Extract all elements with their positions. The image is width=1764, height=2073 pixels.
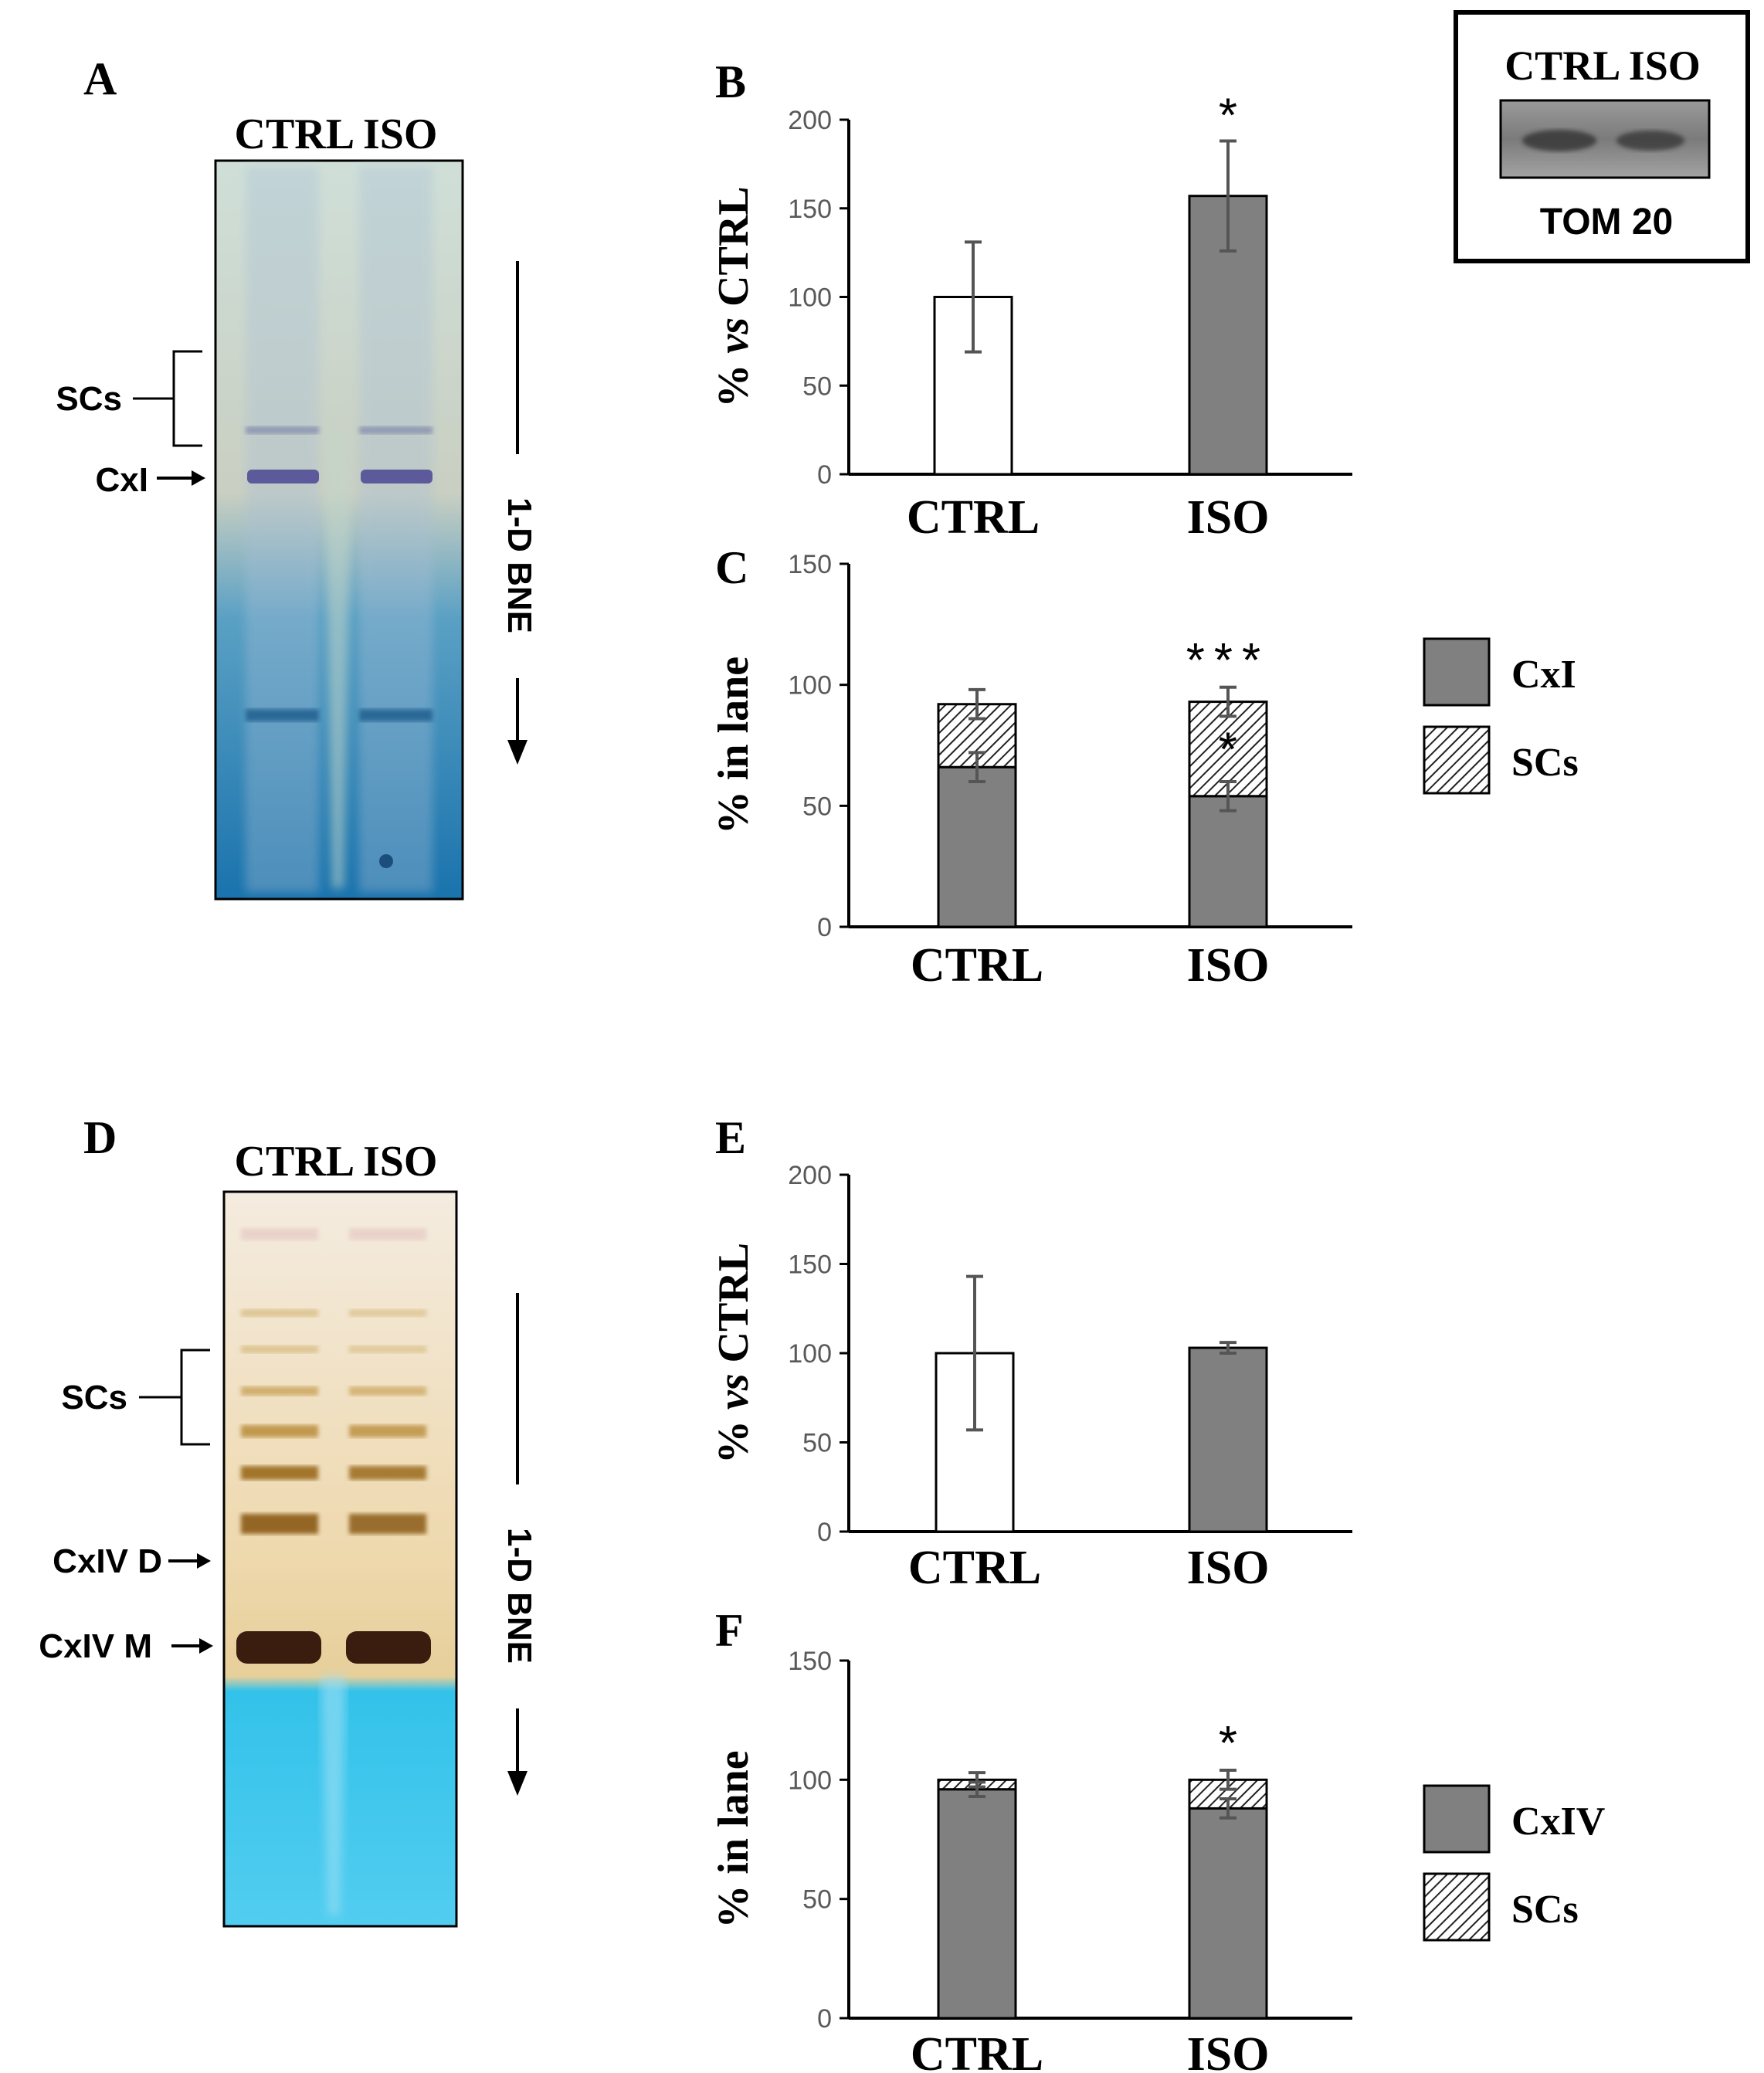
- chart-e-y-tick-label: 200: [788, 1161, 832, 1190]
- chart-f-y-tick-label: 0: [817, 2004, 832, 2034]
- chart-f-x-tick-label: CTRL: [911, 2028, 1043, 2073]
- chart-e-y-tick-label: 150: [788, 1250, 832, 1280]
- chart-c-legend-label: SCs: [1511, 741, 1579, 785]
- gel-d-direction-label: 1-D BNE: [500, 1528, 538, 1664]
- gel-d-cxivd-band-iso: [349, 1514, 426, 1534]
- blot-label: TOM 20: [1540, 202, 1674, 243]
- panel-letter-a: A: [83, 53, 117, 104]
- gel-d-cxivd-arrow-icon: [168, 1553, 211, 1569]
- chart-b: B 0 50 100 150 200 % vs CTRL CTRL ISO *: [710, 56, 1352, 544]
- chart-c-x-tick-label: CTRL: [911, 939, 1043, 992]
- chart-b-x-tick-label: CTRL: [907, 491, 1040, 544]
- panel-d: D CTRL ISO: [39, 1112, 561, 1928]
- chart-b-y-tick-label: 100: [788, 283, 832, 313]
- chart-c-y-axis-label: % in lane: [710, 657, 758, 834]
- chart-c-legend-label: CxI: [1511, 653, 1576, 697]
- chart-c-y-tick-label: 50: [802, 792, 832, 821]
- chart-f-y-tick-label: 100: [788, 1766, 832, 1795]
- chart-c-legend-swatch-scs: [1423, 725, 1491, 795]
- panel-letter-c: C: [715, 542, 748, 593]
- chart-b-y-axis-label: % vs CTRL: [710, 186, 758, 407]
- blot-lane-header: CTRL ISO: [1504, 42, 1701, 89]
- chart-f-y-tick-label: 50: [802, 1885, 832, 1915]
- chart-f-legend-label: SCs: [1511, 1888, 1579, 1932]
- panel-letter-f: F: [715, 1605, 744, 1656]
- gel-d-lane-header: CTRL ISO: [235, 1138, 438, 1186]
- gel-d-cxivm-arrow-icon: [171, 1638, 213, 1654]
- chart-f-legend-label: CxIV: [1511, 1800, 1605, 1844]
- gel-d-scs-bracket: [139, 1349, 210, 1446]
- gel-d-cxivm-label: CxIV M: [39, 1627, 152, 1665]
- chart-c-significance-marker: ***: [1186, 634, 1270, 687]
- gel-d-image: [222, 1190, 458, 1928]
- panel-letter-d: D: [83, 1112, 117, 1163]
- chart-c-legend-swatch-cxi: [1423, 637, 1491, 707]
- chart-f-y-tick-label: 150: [788, 1647, 832, 1676]
- chart-f-significance-marker: *: [1219, 1717, 1237, 1770]
- tom20-blot-box: CTRL ISO TOM 20: [1454, 10, 1750, 263]
- chart-b-y-tick-label: 150: [788, 195, 832, 224]
- chart-f-bar-cxiv-iso: [1188, 1807, 1268, 2020]
- chart-b-x-tick-label: ISO: [1187, 491, 1270, 544]
- gel-d-direction-arrow-icon: [477, 1293, 561, 1796]
- chart-c-y-tick-label: 150: [788, 550, 832, 579]
- gel-a-cxi-band-ctrl: [247, 470, 319, 483]
- chart-c-bar-cxi-ctrl: [937, 765, 1017, 928]
- chart-c-x-tick-label: ISO: [1187, 939, 1270, 992]
- panel-letter-b: B: [715, 56, 746, 107]
- chart-c-bar-cxi-iso: [1188, 795, 1268, 928]
- chart-e: E 0 50 100 150 200 % vs CTRL CTRL ISO: [710, 1112, 1352, 1594]
- gel-a-lane-header: CTRL ISO: [235, 110, 438, 158]
- chart-e-x-tick-label: ISO: [1187, 1542, 1270, 1594]
- chart-e-y-tick-label: 50: [802, 1429, 832, 1458]
- chart-f-bar-cxiv-ctrl: [937, 1788, 1017, 2020]
- gel-a-scs-bracket: [133, 350, 202, 447]
- gel-d-cxivd-band-ctrl: [241, 1514, 318, 1534]
- panel-a: A CTRL ISO SCs CxI: [56, 53, 561, 901]
- gel-a-direction-arrow-icon: [477, 261, 561, 765]
- gel-a-direction-label: 1-D BNE: [500, 497, 538, 633]
- chart-c-significance-marker-inner: *: [1219, 724, 1237, 777]
- chart-f: F 0 50 100 150 % in lane CTRL ISO * CxIV SCs: [710, 1605, 1605, 2073]
- chart-e-y-tick-label: 100: [788, 1339, 832, 1369]
- gel-a-cxi-arrow-icon: [157, 470, 205, 486]
- chart-e-x-tick-label: CTRL: [908, 1542, 1041, 1594]
- chart-c-y-tick-label: 0: [817, 913, 832, 942]
- gel-d-cxivm-band-ctrl: [236, 1631, 321, 1664]
- chart-f-legend-swatch-cxiv: [1423, 1784, 1491, 1854]
- chart-f-legend-swatch-scs: [1423, 1872, 1491, 1942]
- chart-f-y-axis-label: % in lane: [710, 1750, 758, 1928]
- chart-e-y-axis-label: % vs CTRL: [710, 1243, 758, 1464]
- chart-e-bar-iso: [1188, 1346, 1268, 1533]
- gel-a-scs-label: SCs: [56, 380, 122, 418]
- chart-c-y-tick-label: 100: [788, 671, 832, 701]
- gel-a-cxi-label: CxI: [96, 461, 148, 499]
- gel-a-image: [214, 159, 464, 901]
- chart-e-y-tick-label: 0: [817, 1518, 832, 1547]
- chart-b-y-tick-label: 50: [802, 372, 832, 401]
- gel-d-cxivd-label: CxIV D: [53, 1542, 162, 1580]
- chart-b-y-tick-label: 200: [788, 106, 832, 135]
- gel-a-cxi-band-iso: [361, 470, 433, 483]
- gel-d-cxivm-band-iso: [346, 1631, 431, 1664]
- panel-letter-e: E: [715, 1112, 746, 1163]
- gel-d-scs-label: SCs: [61, 1379, 127, 1416]
- chart-b-y-tick-label: 0: [817, 460, 832, 490]
- chart-f-x-tick-label: ISO: [1187, 2028, 1270, 2073]
- chart-b-significance-marker: *: [1219, 90, 1237, 143]
